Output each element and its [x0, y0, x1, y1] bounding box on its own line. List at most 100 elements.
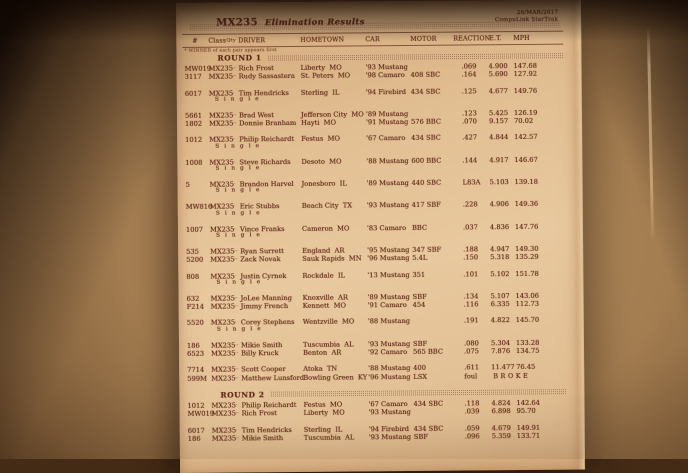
cell-driver: Billy Kruck [241, 349, 279, 358]
elimination-pair: 6017 MX235 · Tim Hendricks Sterling IL '94 Fi… [183, 86, 564, 104]
cell-qty: · [233, 226, 236, 233]
cell-et: BROKE [489, 372, 530, 381]
cell-reaction: .191 [463, 316, 479, 325]
cell-et: 6.335 [490, 300, 510, 309]
table-header-row: # Class Qty DRIVER HOMETOWN CAR MOTOR RE… [182, 30, 564, 48]
report-content: MX235Elimination Results 26/MAR/2017 Com… [176, 0, 584, 473]
col-header-number: # [192, 37, 198, 45]
cell-qty: ·· [234, 256, 238, 263]
cell-motor: 454 [412, 300, 426, 310]
cell-hometown: Liberty MO [303, 408, 345, 418]
cell-et: 4.836 [489, 222, 510, 231]
elimination-pair: 1008 MX235 · Steve Richards Desoto MO '88 Mus… [183, 155, 564, 173]
elimination-pair: 186 MX235 ·· Mikie Smith Tuscumbia AL '93 Mus… [185, 338, 566, 358]
col-header-hometown: HOMETOWN [300, 36, 345, 44]
cell-mph: 139.18 [514, 177, 539, 187]
cell-mph: 151.78 [515, 269, 539, 278]
elimination-pair: 1012 MX235 · Philip Reichardt Festus MO '67 C… [183, 133, 564, 151]
cell-et: 4.906 [489, 200, 509, 209]
cell-motor: 434 SBC [411, 134, 441, 143]
cell-qty: · [233, 203, 236, 210]
cell-car: '88 Mustang [367, 317, 411, 326]
cell-hometown: St. Peters MO [300, 71, 351, 81]
cell-qty: ·· [232, 65, 236, 72]
cell-hometown: Bowling Green KY [303, 372, 368, 382]
col-header-driver: DRIVER [238, 36, 266, 44]
cell-et: 5.690 [488, 70, 508, 79]
cell-mph: 149.91 [516, 423, 541, 432]
cell-reaction: .134 [463, 292, 479, 301]
cell-driver: Rudy Sassastera [238, 72, 295, 81]
cell-cls: MX235 [211, 349, 236, 358]
round-label: ROUND 1 [217, 53, 262, 63]
cell-cls: MX235 [211, 409, 236, 418]
cell-cls: MX235 [210, 302, 236, 311]
result-row: 1802 MX235 ·· Donnie Branham Hayti MO '91 Mus… [183, 117, 564, 129]
cell-mph: 134.75 [516, 346, 540, 356]
cell-qty: ·· [235, 366, 239, 373]
cell-num: 5520 [186, 319, 204, 328]
cell-motor: 5.4L [412, 254, 428, 263]
cell-reaction: .123 [461, 109, 477, 118]
cell-qty: ·· [234, 248, 238, 255]
cell-qty: · [234, 273, 237, 280]
col-header-reaction: REACTION [453, 34, 491, 43]
cell-et: 6.898 [491, 407, 511, 416]
cell-motor: 576 BBC [411, 117, 442, 127]
cell-cls: MX235 [210, 341, 236, 350]
cell-motor: 600 BBC [411, 156, 442, 165]
cell-num: F214 [186, 302, 205, 312]
elimination-pair: MW816 MX235 · Eric Stubbs Beach City TX '93 M… [184, 200, 565, 218]
cell-car: '13 Mustang [367, 270, 410, 279]
cell-car: '98 Camaro [365, 71, 405, 80]
cell-num: 1008 [185, 158, 203, 167]
cell-mph: 76.45 [516, 363, 536, 372]
cell-num: 535 [186, 247, 199, 256]
cell-qty: ·· [232, 73, 236, 80]
rounds-container: ROUND 1 MW019 MX235 ·· Rich Frost Liberty MO '… [182, 51, 567, 451]
cell-driver: Donnie Branham [239, 119, 297, 128]
cell-cls: MX235 [208, 72, 234, 82]
cell-car: '91 Mustang [366, 118, 409, 127]
cell-motor: 565 BBC [413, 347, 444, 356]
cell-car: '93 Mustang [366, 201, 410, 210]
cell-reaction: L83A [462, 178, 481, 187]
cell-cls: MX235 [211, 374, 236, 383]
cell-qty: · [232, 90, 235, 97]
cell-num: 632 [186, 294, 200, 303]
elimination-pair: 1012 MX235 · Philip Reichardt Festus MO '67 C… [185, 399, 566, 419]
cell-motor: 417 SBF [411, 201, 441, 210]
cell-reaction: .125 [461, 86, 477, 96]
cell-driver: Jimmy French [240, 302, 289, 311]
cell-num: 6017 [187, 426, 205, 435]
cell-car: '93 Mustang [368, 432, 412, 442]
cell-qty: · [233, 159, 236, 166]
round-divider-band [267, 52, 564, 61]
cell-motor [413, 317, 462, 326]
cell-num: 808 [186, 272, 200, 281]
cell-num: 5 [185, 180, 190, 190]
round-header: ROUND 2 [220, 388, 567, 400]
cell-qty: · [235, 402, 238, 409]
cell-car: '91 Camaro [367, 301, 407, 310]
cell-num: 1802 [185, 119, 203, 129]
paper-sheet: MX235Elimination Results 26/MAR/2017 Com… [176, 0, 585, 473]
cell-cls: MX235 [210, 247, 235, 256]
cell-motor: LSX [413, 372, 428, 381]
cell-et: 4.824 [491, 399, 511, 408]
cell-num: MW816 [185, 203, 213, 212]
cell-num: 5200 [186, 256, 204, 265]
elimination-pair: 808 MX235 · Justin Cyrnek Rockdale IL '13 Mus… [184, 269, 565, 287]
cell-driver: Zack Novak [240, 255, 281, 264]
elimination-pair: 5520 MX235 · Corey Stephens Wentzville MO '88… [185, 316, 566, 334]
col-header-et: E.T. [489, 34, 502, 42]
elimination-pair: 6017 MX235 · Tim Hendricks Sterling IL '94 Fi… [186, 423, 567, 443]
col-header-mph: MPH [513, 34, 530, 42]
cell-et: 9.157 [489, 117, 509, 126]
elimination-pair: 1007 MX235 · Vince Franks Cameron MO '83 Cama… [184, 222, 565, 240]
result-row: 3117 MX235 ·· Rudy Sassastera St. Peters MO '… [183, 70, 564, 82]
cell-qty: ·· [234, 303, 238, 310]
cell-motor: SBF [413, 432, 428, 441]
cell-mph: 112.73 [515, 299, 540, 309]
cell-reaction: .039 [464, 407, 480, 416]
